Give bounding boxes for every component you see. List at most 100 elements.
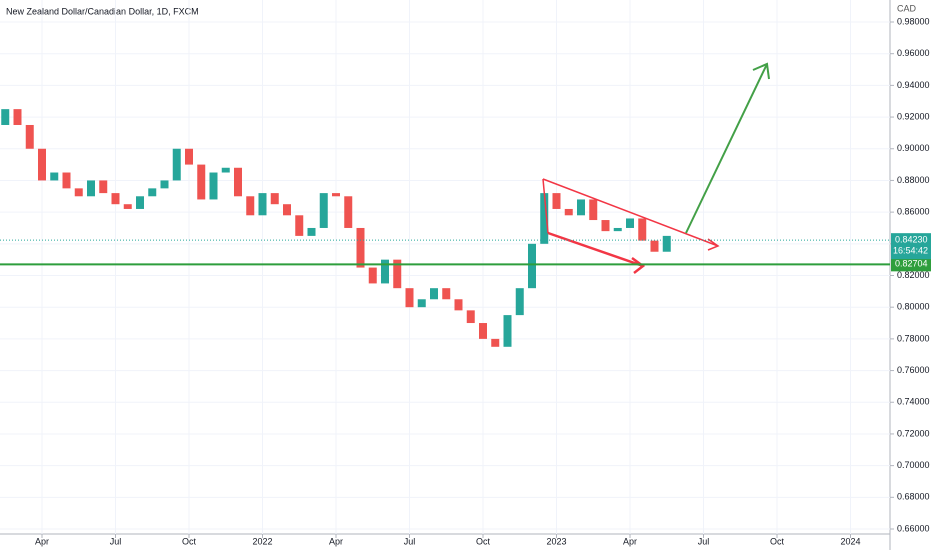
y-axis-label: CAD: [897, 3, 917, 13]
candle-body: [662, 235, 671, 252]
y-tick-label: 0.96000: [897, 48, 930, 58]
candle-body: [417, 299, 426, 308]
bull-arrow: [685, 63, 768, 234]
candle-body: [283, 204, 292, 216]
y-tick-label: 0.72000: [897, 428, 930, 438]
candle-body: [295, 215, 304, 236]
candle-body: [332, 193, 341, 197]
candle-body: [552, 193, 561, 209]
candle-body: [123, 204, 132, 209]
plot: [0, 0, 890, 534]
y-tick-label: 0.78000: [897, 333, 930, 343]
arrow-head: [707, 238, 720, 251]
candle-body: [62, 172, 71, 189]
x-tick-label: Apr: [35, 536, 49, 546]
candle-body: [564, 208, 573, 216]
x-tick-label: 2022: [252, 536, 272, 546]
candle-body: [601, 220, 610, 232]
last-price-label: 0.84230: [895, 235, 928, 245]
candle-body: [160, 180, 169, 189]
candle-body: [405, 288, 414, 308]
candle-body: [111, 193, 120, 205]
candle-body: [430, 288, 439, 300]
candle-body: [234, 167, 243, 197]
candle-body: [307, 227, 316, 236]
candle-body: [136, 196, 145, 209]
candle-body: [13, 109, 22, 125]
candle-body: [515, 288, 524, 316]
x-tick-label: Oct: [476, 536, 491, 546]
candle-body: [393, 259, 402, 289]
y-tick-label: 0.92000: [897, 111, 930, 121]
x-tick-label: Apr: [623, 536, 637, 546]
candle-body: [99, 180, 108, 194]
arrow-head: [631, 256, 646, 274]
candle-body: [87, 180, 96, 197]
candle-body: [319, 193, 328, 228]
candle-body: [650, 240, 659, 252]
candle-body: [626, 218, 635, 228]
candle-body: [491, 338, 500, 347]
x-tick-label: Jul: [110, 536, 122, 546]
channel-top: [542, 178, 719, 247]
candle-body: [185, 148, 194, 165]
chart-title: New Zealand Dollar/Canadian Dollar, 1D, …: [6, 6, 199, 16]
countdown-label: 16:54:42: [893, 246, 928, 256]
candle-body: [381, 259, 390, 284]
candle-body: [368, 267, 377, 284]
channel-bottom: [547, 231, 644, 268]
y-tick-label: 0.68000: [897, 492, 930, 502]
y-tick-label: 0.66000: [897, 523, 930, 533]
last-price-tag: [891, 233, 931, 260]
support-label: 0.82704: [895, 259, 928, 269]
candle-body: [209, 172, 218, 200]
candle-body: [589, 199, 598, 221]
candle-body: [540, 193, 549, 244]
y-tick-label: 0.94000: [897, 80, 930, 90]
candle-body: [466, 310, 475, 324]
x-tick-label: Oct: [770, 536, 785, 546]
support-tag: [891, 257, 931, 272]
candle-body: [38, 148, 47, 181]
y-tick-label: 0.74000: [897, 397, 930, 407]
y-tick-label: 0.76000: [897, 365, 930, 375]
candle-body: [25, 124, 34, 149]
x-tick-label: Oct: [182, 536, 197, 546]
candle-body: [479, 323, 488, 339]
candle-body: [246, 196, 255, 216]
candle-body: [442, 288, 451, 300]
x-tick-label: Apr: [329, 536, 343, 546]
candle-body: [221, 167, 230, 173]
candle-body: [270, 193, 279, 205]
y-tick-label: 0.86000: [897, 207, 930, 217]
candle-body: [172, 148, 181, 181]
candle-body: [344, 196, 353, 228]
candle-body: [1, 109, 10, 125]
channel-side: [542, 178, 549, 234]
y-tick-label: 0.70000: [897, 460, 930, 470]
x-tick-label: 2024: [840, 536, 860, 546]
x-tick-label: Jul: [698, 536, 710, 546]
y-tick-label: 0.90000: [897, 143, 930, 153]
annotations: [542, 62, 770, 274]
y-tick-label: 0.88000: [897, 175, 930, 185]
candle-body: [356, 227, 365, 268]
candle-body: [258, 193, 267, 216]
candle-body: [613, 227, 622, 232]
candle-body: [638, 218, 647, 241]
y-tick-label: 0.98000: [897, 16, 930, 26]
candle-body: [197, 164, 206, 200]
candle-body: [148, 188, 157, 197]
candle-body: [454, 299, 463, 311]
arrow-head: [752, 62, 770, 80]
y-tick-label: 0.82000: [897, 270, 930, 280]
y-tick-label: 0.80000: [897, 302, 930, 312]
candle-body: [528, 243, 537, 289]
x-tick-label: Jul: [404, 536, 416, 546]
x-tick-label: 2023: [546, 536, 566, 546]
candle-body: [503, 315, 512, 347]
candle-body: [577, 199, 586, 216]
candle-body: [74, 188, 83, 197]
candle-body: [50, 172, 59, 181]
